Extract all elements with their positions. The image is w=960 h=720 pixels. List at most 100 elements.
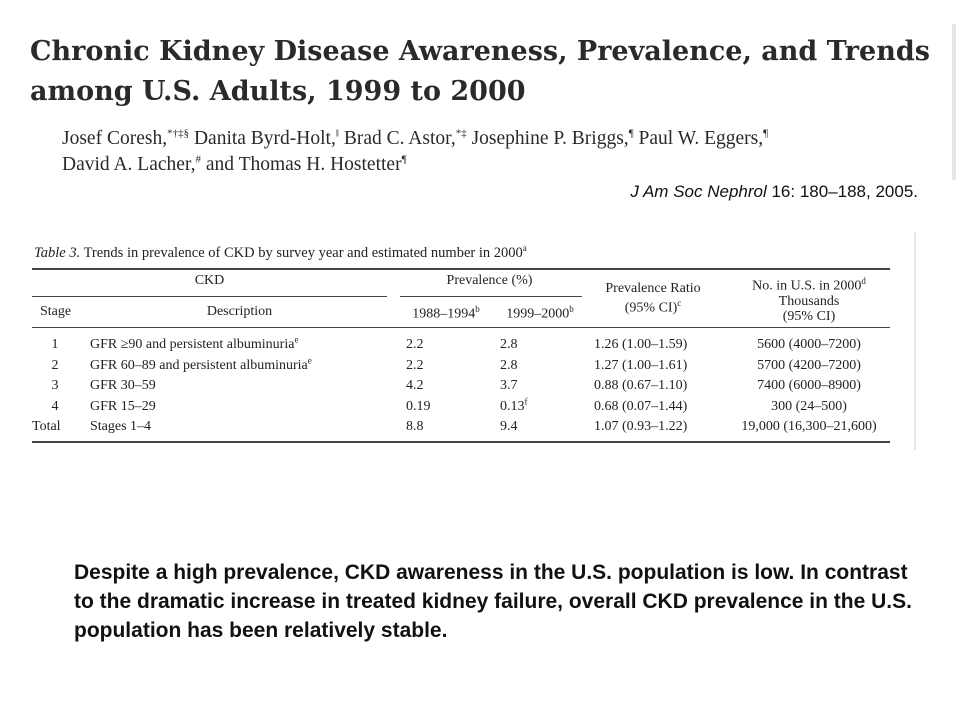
footnote-marker: c [677,298,682,308]
header-period-1988: 1988–1994b [400,304,492,323]
summary-statement: Despite a high prevalence, CKD awareness… [74,561,912,642]
header-number-line: Thousands [778,293,840,309]
cell-stage: 2 [40,356,70,375]
table-label: Table 3. [34,244,81,261]
cell-prevalence-1988-text: 4.2 [406,378,424,393]
cell-prevalence-1988: 2.2 [406,356,424,375]
cell-prevalence-ratio: 1.26 (1.00–1.59) [594,335,687,354]
cell-number-us: 300 (24–500) [724,397,894,416]
journal-citation: J Am Soc Nephrol 16: 180–188, 2005. [630,182,918,202]
cell-stage: 1 [40,335,70,354]
cell-prevalence-1999: 2.8 [500,356,518,375]
cell-prevalence-ratio: 1.27 (1.00–1.61) [594,356,687,375]
cell-number-us: 5600 (4000–7200) [724,335,894,354]
cell-prevalence-1999: 2.8 [500,335,518,354]
affiliation-marker: ‖ [335,127,339,140]
header-stage: Stage [40,304,72,319]
cell-description: GFR 60–89 and persistent albuminuriae [90,355,312,375]
author-name: Josef Coresh, [62,128,168,149]
cell-stage-text: Total [32,419,61,434]
header-bottom-rule [32,327,890,328]
footnote-marker: b [475,304,480,314]
cell-description: GFR 15–29 [90,397,156,416]
author-name: Josephine P. Briggs, [466,128,629,149]
cell-prevalence-ratio-text: 0.68 (0.07–1.44) [594,398,688,414]
author-name: Paul W. Eggers, [633,128,764,149]
cell-prevalence-1988-text: 2.2 [406,357,424,373]
table-row: 1 GFR ≥90 and persistent albuminuriae 2.2 2… [32,335,890,354]
cell-number-us-text: 19,000 (16,300–21,600) [741,419,877,434]
cell-prevalence-1999: 3.7 [500,376,518,395]
footnote-marker: e [294,334,299,345]
header-ckd: CKD [194,273,225,288]
cell-prevalence-1999-text: 0.13 [500,398,525,414]
footnote-marker: d [861,276,866,286]
cell-prevalence-1999: 9.4 [500,417,518,436]
table-row: 3 GFR 30–59 4.2 3.7 0.88 (0.67–1.10) 7400 (60… [32,376,890,395]
scan-edge [952,24,956,180]
cell-description-text: Stages 1–4 [90,419,152,434]
cell-description: GFR 30–59 [90,376,156,395]
table-caption: Table 3. Trends in prevalence of CKD by … [34,243,904,262]
footnote-marker: a [522,243,527,253]
affiliation-marker: ¶ [401,153,407,166]
cell-description-text: GFR 15–29 [90,398,156,414]
cell-stage-text: 1 [51,337,59,352]
cell-description: GFR ≥90 and persistent albuminuriae [90,335,298,354]
author-name: David A. Lacher, [62,154,196,175]
cell-description: Stages 1–4 [90,417,151,436]
citation-details: 16: 180–188, 2005. [766,182,918,201]
cell-prevalence-ratio-text: 1.07 (0.93–1.22) [594,419,688,434]
cell-prevalence-ratio: 0.88 (0.67–1.10) [594,376,687,395]
table-row: 2 GFR 60–89 and persistent albuminuriae 2.… [32,355,890,375]
paper-title: Chronic Kidney Disease Awareness, Preval… [30,32,930,112]
cell-number-us-text: 5700 (4200–7200) [757,357,861,373]
cell-description-text: GFR ≥90 and persistent albuminuria [90,337,295,352]
author-list: Josef Coresh,*†‡§ Danita Byrd-Holt,‖ Bra… [62,126,952,178]
header-number-line: (95% CI) [782,308,836,324]
table-caption-text: Trends in prevalence of CKD by survey ye… [80,244,523,261]
cell-number-us: 19,000 (16,300–21,600) [724,417,894,436]
table-top-rule [32,268,890,270]
table-bottom-rule [32,441,890,443]
header-number-us: No. in U.S. in 2000d Thousands (95% CI) [724,274,894,324]
cell-prevalence-1988: 8.8 [406,417,424,436]
header-period-1999: 1999–2000b [494,304,586,323]
header-description: Description [206,304,273,319]
cell-prevalence-1988: 4.2 [406,376,424,395]
cell-stage-text: 2 [51,357,59,373]
affiliation-marker: ¶ [763,127,769,140]
cell-stage-text: 4 [51,398,59,414]
cell-number-us-text: 7400 (6000–8900) [757,378,861,393]
author-name: Danita Byrd-Holt, [189,128,336,149]
cell-prevalence-1988: 2.2 [406,335,424,354]
author-name: and Thomas H. Hostetter [201,154,402,175]
cell-stage: 3 [40,376,70,395]
affiliation-marker: # [195,153,202,166]
cell-prevalence-ratio-text: 1.26 (1.00–1.59) [594,337,688,352]
cell-stage: Total [32,417,62,436]
cell-description-text: GFR 60–89 and persistent albuminuria [90,357,308,373]
footnote-marker: f [524,395,528,406]
cell-description-text: GFR 30–59 [90,378,156,393]
footnote-marker: b [569,304,574,314]
header-ratio-ci: (95% CI) [624,300,678,316]
cell-number-us: 7400 (6000–8900) [724,376,894,395]
cell-prevalence-ratio-text: 0.88 (0.67–1.10) [594,378,688,393]
cell-prevalence-1999-text: 3.7 [500,378,518,393]
cell-number-us-text: 300 (24–500) [771,398,847,414]
cell-prevalence-ratio-text: 1.27 (1.00–1.61) [594,357,688,373]
cell-prevalence-1999-text: 9.4 [500,419,518,434]
cell-prevalence-1988-text: 8.8 [406,419,424,434]
header-ratio-line: (95% CI)c [588,296,718,316]
cell-prevalence-1999-text: 2.8 [500,337,518,352]
affiliation-marker: *†‡§ [167,127,190,140]
author-line: David A. Lacher,# and Thomas H. Hostette… [62,152,952,178]
cell-prevalence-1999: 0.13f [500,395,528,416]
header-period-label: 1988–1994 [412,306,476,322]
table-row: 4 GFR 15–29 0.19 0.13f 0.68 (0.07–1.44) 300 (… [32,395,890,416]
journal-name: J Am Soc Nephrol [630,182,767,201]
header-period-label: 1999–2000 [506,306,570,322]
author-line: Josef Coresh,*†‡§ Danita Byrd-Holt,‖ Bra… [62,126,952,152]
affiliation-marker: ¶ [628,127,634,140]
